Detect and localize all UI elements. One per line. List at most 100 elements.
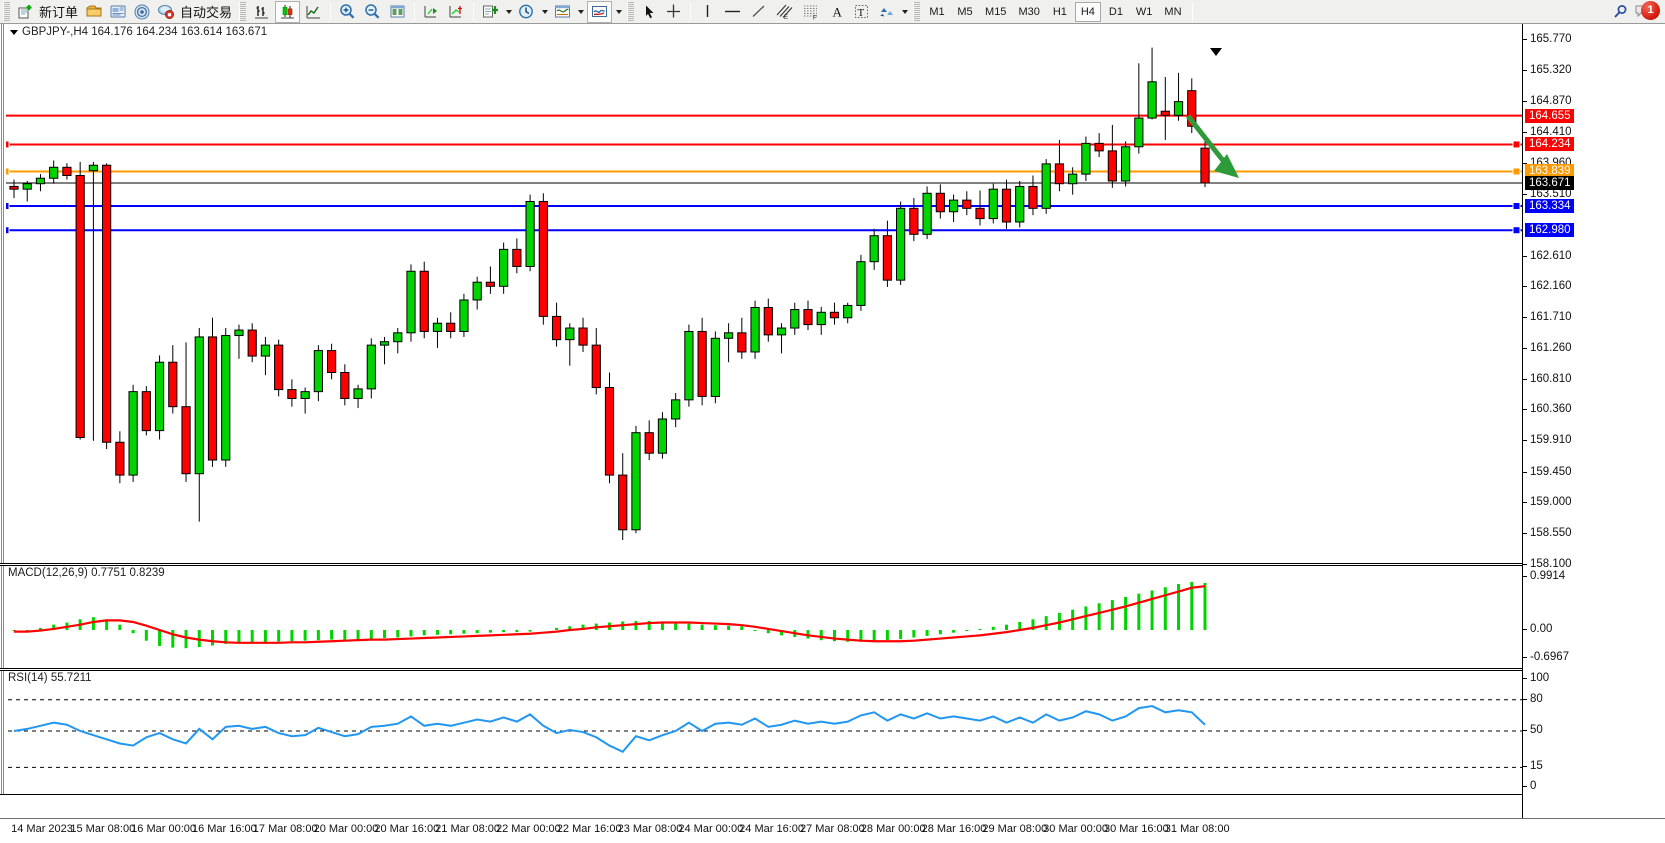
signal-icon[interactable] <box>131 1 153 23</box>
templates-dropdown-caret[interactable] <box>575 2 586 22</box>
new-order-button[interactable] <box>14 1 36 23</box>
svg-text:A: A <box>832 5 842 20</box>
search-icon[interactable] <box>1609 1 1632 23</box>
chart-collapse-caret-icon[interactable] <box>10 29 18 35</box>
time-axis-label: 27 Mar 08:00 <box>799 823 865 835</box>
timeframe-mn[interactable]: MN <box>1164 5 1182 18</box>
autotrading-label[interactable]: 自动交易 <box>180 5 233 20</box>
macd-tick <box>1523 576 1527 577</box>
toolbar-grip-3[interactable] <box>627 2 635 21</box>
rsi-left-scale-bar[interactable] <box>0 671 6 794</box>
bar-chart-icon[interactable] <box>250 1 273 23</box>
price-level-label-bid[interactable]: 163.671 <box>1525 175 1574 190</box>
trend-line-icon[interactable] <box>747 1 770 23</box>
shapes-dropdown-caret[interactable] <box>899 2 910 22</box>
price-scale[interactable]: 165.770 165.320 164.870 164.410 163.960 163.5… <box>1522 24 1665 818</box>
price-pane[interactable]: GBPJPY-,H4 164.176 164.234 163.614 163.6… <box>0 24 1522 564</box>
folder-icon[interactable] <box>83 1 105 23</box>
price-level-label-resistance[interactable]: 164.234 <box>1525 137 1574 152</box>
time-axis[interactable]: 14 Mar 2023 15 Mar 08:00 16 Mar 00:00 16 Ma… <box>0 818 1665 843</box>
price-tick <box>1523 255 1527 257</box>
horizontal-line-icon[interactable] <box>720 1 745 23</box>
chart-properties-dropdown-caret[interactable] <box>613 2 624 22</box>
chart-area[interactable]: GBPJPY-,H4 164.176 164.234 163.614 163.6… <box>0 24 1665 843</box>
rsi-tick <box>1523 730 1527 731</box>
text-icon[interactable]: A <box>826 1 848 23</box>
rsi-tick <box>1523 766 1527 768</box>
line-chart-icon[interactable] <box>302 1 325 23</box>
rsi-tick <box>1523 678 1527 679</box>
vertical-line-icon[interactable] <box>696 1 718 23</box>
indicators-dropdown-caret[interactable] <box>503 2 514 22</box>
crosshair-icon[interactable] <box>662 1 685 23</box>
price-tick-label: 159.450 <box>1530 465 1572 478</box>
rsi-plot <box>0 699 1522 768</box>
timeframe-m5[interactable]: M5 <box>957 5 973 18</box>
price-tick <box>1523 533 1527 535</box>
macd-left-scale-bar[interactable] <box>0 566 6 668</box>
price-tick <box>1523 132 1527 134</box>
time-axis-label: 31 Mar 08:00 <box>1164 823 1230 835</box>
price-level-label-resistance[interactable]: 164.655 <box>1525 108 1574 123</box>
notification-icon[interactable]: 1 <box>1634 0 1660 23</box>
macd-tick <box>1523 657 1527 658</box>
price-level-label-support[interactable]: 163.334 <box>1525 199 1574 213</box>
price-tick <box>1523 100 1527 102</box>
svg-text:E: E <box>784 15 788 20</box>
chart-shift-icon[interactable] <box>445 1 468 23</box>
macd-pane[interactable]: MACD(12,26,9) 0.7751 0.8239 <box>0 565 1522 669</box>
fibonacci-icon[interactable]: F <box>799 1 824 23</box>
timeframe-w1[interactable]: W1 <box>1135 5 1153 18</box>
rsi-tick <box>1523 786 1527 787</box>
toolbar-separator-5 <box>1191 2 1193 21</box>
macd-scale-label: 0.00 <box>1530 623 1553 635</box>
zoom-out-icon[interactable] <box>361 1 384 23</box>
data-window-icon[interactable] <box>386 1 409 23</box>
equidistant-channel-icon[interactable]: E <box>772 1 797 23</box>
price-tick-label: 158.100 <box>1530 558 1572 570</box>
zoom-in-icon[interactable] <box>336 1 359 23</box>
rsi-scale-label: 100 <box>1530 672 1550 684</box>
new-order-label[interactable]: 新订单 <box>39 5 79 20</box>
news-icon[interactable] <box>107 1 129 23</box>
timeframe-h4[interactable]: H4 <box>1074 1 1101 22</box>
price-tick <box>1523 70 1527 72</box>
macd-label: MACD(12,26,9) 0.7751 0.8239 <box>8 567 165 579</box>
time-axis-label: 23 Mar 08:00 <box>617 823 683 835</box>
price-level-label-support[interactable]: 162.980 <box>1525 223 1574 238</box>
price-tick <box>1523 317 1527 319</box>
time-axis-label: 28 Mar 16:00 <box>921 823 987 835</box>
toolbar-separator <box>330 2 332 21</box>
notification-count-badge: 1 <box>1641 0 1660 20</box>
rsi-pane[interactable]: RSI(14) 55.7211 <box>0 670 1522 795</box>
templates-icon[interactable] <box>551 1 574 23</box>
macd-plot <box>12 581 1207 649</box>
timeframe-m30[interactable]: M30 <box>1018 5 1040 18</box>
time-axis-label: 14 Mar 2023 <box>11 823 73 835</box>
time-axis-label: 20 Mar 16:00 <box>374 823 440 835</box>
timeframe-d1[interactable]: D1 <box>1108 5 1123 18</box>
period-dropdown-caret[interactable] <box>539 2 550 22</box>
price-tick <box>1523 378 1527 380</box>
toolbar-grip-2[interactable] <box>239 2 247 21</box>
indicators-icon[interactable] <box>479 1 502 23</box>
text-label-icon[interactable]: T <box>850 1 873 23</box>
timeframe-m1[interactable]: M1 <box>929 5 945 18</box>
autotrading-icon[interactable] <box>155 1 177 23</box>
price-tick-label: 165.320 <box>1530 64 1572 77</box>
pane-left-scale-bar[interactable] <box>0 24 6 563</box>
chart-properties-icon[interactable] <box>587 0 613 23</box>
rsi-scale-label: 50 <box>1530 724 1543 736</box>
toolbar-grip[interactable] <box>3 2 10 21</box>
timeframe-m15[interactable]: M15 <box>985 5 1007 18</box>
cursor-icon[interactable] <box>638 1 660 23</box>
price-level-label-pending[interactable]: 163.839 <box>1525 164 1574 179</box>
period-icon[interactable] <box>515 1 538 23</box>
candlestick-chart-icon[interactable] <box>275 0 301 23</box>
price-tick <box>1523 471 1527 473</box>
toolbar-grip-4[interactable] <box>913 2 921 21</box>
time-axis-label: 20 Mar 00:00 <box>313 823 379 835</box>
auto-scroll-icon[interactable] <box>420 1 443 23</box>
timeframe-h1[interactable]: H1 <box>1052 5 1067 18</box>
shapes-icon[interactable] <box>875 1 898 23</box>
